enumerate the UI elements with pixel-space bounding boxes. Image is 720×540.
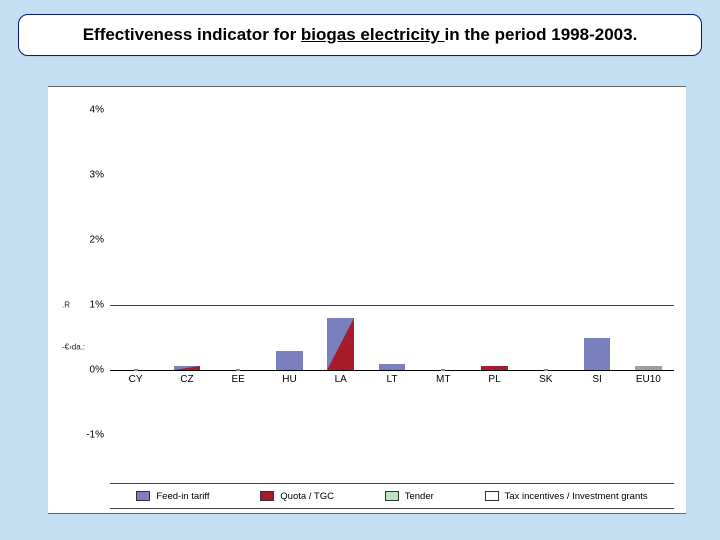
x-tick-label: LT: [387, 374, 398, 385]
y-tick-label: -1%: [74, 430, 104, 441]
bar: [635, 366, 662, 370]
legend-swatch: [136, 491, 150, 501]
legend-swatch: [485, 491, 499, 501]
bar: [327, 318, 354, 370]
bar: [584, 338, 611, 371]
bar: [174, 366, 201, 370]
x-tick-label: PL: [488, 374, 500, 385]
y-tick-label: 4%: [74, 105, 104, 116]
bar-empty: [544, 369, 548, 371]
title-box: Effectiveness indicator for biogas elect…: [18, 14, 702, 56]
plot-area: -1%0%1%2%3%4%.R-€›da.:CYCZEEHULALTMTPLSK…: [110, 97, 674, 461]
legend-swatch: [385, 491, 399, 501]
baseline: [110, 370, 674, 371]
chart-area: -1% 0% 1% 2% 3% 4% .R -€›da.: CY CZ EE HU LA LT MT PL SK…: [48, 86, 686, 514]
legend-item: Feed-in tariff: [136, 491, 209, 502]
x-tick-label: CZ: [180, 374, 193, 385]
y-axis-label-fragment: -€›da.:: [62, 343, 85, 352]
x-tick-label: EU10: [636, 374, 661, 385]
legend-item: Tender: [385, 491, 434, 502]
legend-label: Tax incentives / Investment grants: [505, 491, 648, 502]
bar: [276, 351, 303, 371]
x-tick-label: LA: [335, 374, 347, 385]
title-prefix: Effectiveness indicator for: [83, 25, 301, 44]
legend-item: Quota / TGC: [260, 491, 334, 502]
legend-item: Tax incentives / Investment grants: [485, 491, 648, 502]
y-tick-label: 3%: [74, 170, 104, 181]
gridline: [110, 305, 674, 306]
bar: [481, 366, 508, 370]
bar-empty: [236, 369, 240, 371]
y-tick-label: 1%: [74, 300, 104, 311]
bar-empty: [441, 369, 445, 371]
x-tick-label: MT: [436, 374, 450, 385]
x-tick-label: HU: [282, 374, 296, 385]
x-tick-label: SK: [539, 374, 552, 385]
x-tick-label: CY: [129, 374, 143, 385]
legend: Feed-in tariff Quota / TGC Tender Tax incen…: [110, 483, 674, 509]
page-title: Effectiveness indicator for biogas elect…: [83, 25, 638, 44]
title-underlined: biogas electricity: [301, 25, 445, 44]
y-tick-label: 2%: [74, 235, 104, 246]
x-tick-label: SI: [592, 374, 601, 385]
legend-label: Feed-in tariff: [156, 491, 209, 502]
title-suffix: in the period 1998-2003.: [445, 25, 638, 44]
bar-empty: [134, 369, 138, 371]
y-tick-label: 0%: [74, 365, 104, 376]
legend-swatch: [260, 491, 274, 501]
legend-label: Tender: [405, 491, 434, 502]
y-axis-label-fragment: .R: [62, 301, 70, 310]
slide: Effectiveness indicator for biogas elect…: [0, 0, 720, 540]
legend-label: Quota / TGC: [280, 491, 334, 502]
bar: [379, 364, 406, 371]
x-tick-label: EE: [232, 374, 245, 385]
